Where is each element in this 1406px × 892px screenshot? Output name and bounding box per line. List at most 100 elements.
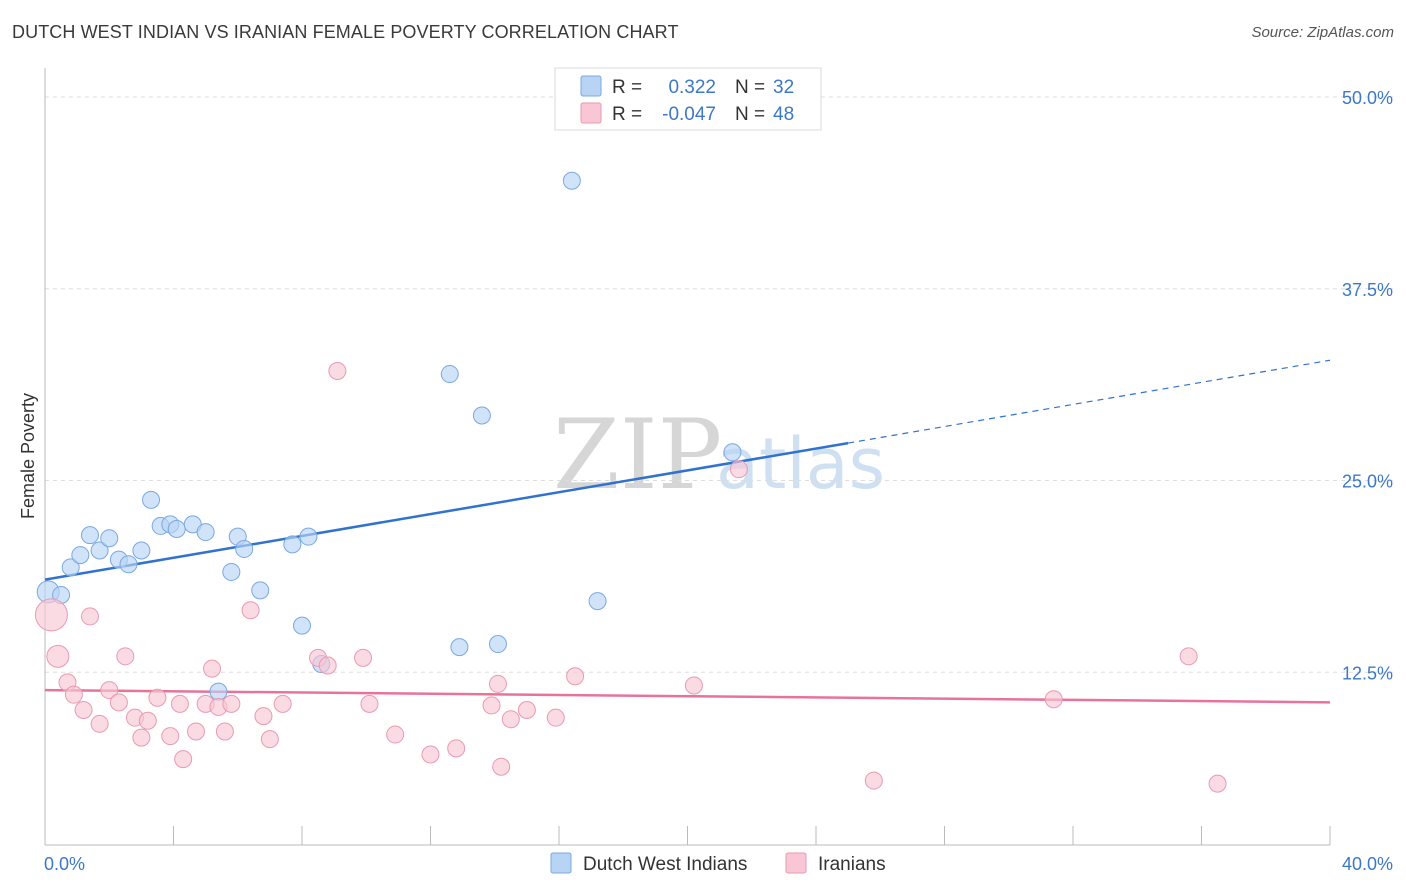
point-dutch-west-indians bbox=[562, 171, 581, 190]
bottom-legend-label: Dutch West Indians bbox=[583, 854, 747, 875]
point-iranians bbox=[46, 644, 70, 668]
point-iranians bbox=[318, 656, 337, 675]
legend-n-label: N = bbox=[735, 77, 765, 98]
point-iranians bbox=[148, 688, 167, 707]
trend-line-dutch-west-indians bbox=[44, 441, 849, 581]
point-iranians bbox=[517, 701, 536, 720]
point-iranians bbox=[1179, 647, 1198, 666]
point-dutch-west-indians bbox=[488, 635, 507, 654]
point-iranians bbox=[566, 667, 585, 686]
point-dutch-west-indians bbox=[90, 541, 109, 560]
watermark-zip: ZIP bbox=[553, 399, 722, 511]
trend-line-extension-dutch-west-indians bbox=[848, 359, 1331, 444]
point-iranians bbox=[64, 685, 83, 704]
legend: R = 0.322 N = 32 R = -0.047 N = 48 bbox=[554, 67, 822, 131]
legend-r-value: 0.322 bbox=[668, 77, 716, 98]
point-dutch-west-indians bbox=[142, 490, 161, 509]
legend-r-label: R = bbox=[612, 77, 642, 98]
point-dutch-west-indians bbox=[196, 523, 215, 542]
bottom-legend: Dutch West Indians Iranians bbox=[550, 852, 886, 875]
point-iranians bbox=[215, 722, 234, 741]
point-iranians bbox=[488, 674, 507, 693]
point-iranians bbox=[546, 708, 565, 727]
point-dutch-west-indians bbox=[293, 616, 311, 635]
point-iranians bbox=[203, 659, 222, 678]
bottom-legend-swatch-iranians bbox=[785, 852, 807, 874]
legend-r-label: R = bbox=[612, 104, 642, 125]
point-iranians bbox=[222, 694, 241, 713]
point-iranians bbox=[80, 607, 99, 626]
point-dutch-west-indians bbox=[588, 592, 607, 611]
point-iranians bbox=[116, 647, 135, 666]
x-tick-label-min: 0.0% bbox=[44, 854, 85, 874]
y-tick-labels: 12.5% 25.0% 37.5% 50.0% bbox=[1342, 88, 1393, 683]
point-iranians bbox=[170, 694, 189, 713]
point-iranians bbox=[354, 648, 373, 667]
y-axis-label: Female Poverty bbox=[18, 393, 38, 519]
point-iranians bbox=[864, 771, 883, 790]
trend-line-iranians bbox=[44, 688, 1331, 704]
legend-n-value: 32 bbox=[773, 77, 794, 98]
point-iranians bbox=[1208, 774, 1227, 793]
y-tick-label: 50.0% bbox=[1342, 88, 1393, 108]
point-iranians bbox=[360, 694, 379, 713]
legend-n-label: N = bbox=[735, 104, 765, 125]
point-iranians bbox=[90, 714, 109, 733]
chart-title: DUTCH WEST INDIAN VS IRANIAN FEMALE POVE… bbox=[12, 22, 679, 42]
point-iranians bbox=[161, 727, 180, 746]
point-dutch-west-indians bbox=[299, 527, 318, 546]
legend-swatch-dutch-west-indians bbox=[580, 75, 602, 97]
point-dutch-west-indians bbox=[71, 546, 90, 565]
point-dutch-west-indians bbox=[235, 539, 254, 558]
point-iranians bbox=[421, 745, 440, 764]
point-iranians bbox=[138, 711, 157, 730]
point-dutch-west-indians bbox=[283, 535, 302, 554]
legend-n-value: 48 bbox=[773, 104, 794, 125]
point-iranians bbox=[328, 361, 347, 380]
source-label: Source: ZipAtlas.com bbox=[1251, 24, 1394, 41]
bottom-legend-label: Iranians bbox=[818, 854, 886, 875]
y-tick-label: 12.5% bbox=[1342, 663, 1393, 683]
point-iranians bbox=[241, 601, 260, 620]
point-dutch-west-indians bbox=[723, 443, 742, 462]
point-iranians bbox=[109, 693, 128, 712]
data-points bbox=[34, 171, 1227, 793]
y-tick-label: 25.0% bbox=[1342, 472, 1393, 492]
point-iranians bbox=[132, 728, 151, 747]
point-iranians bbox=[260, 730, 279, 749]
point-dutch-west-indians bbox=[167, 519, 186, 538]
y-tick-label: 37.5% bbox=[1342, 280, 1393, 300]
x-tick-label-max: 40.0% bbox=[1342, 854, 1393, 874]
point-iranians bbox=[174, 750, 193, 769]
point-iranians bbox=[501, 710, 520, 729]
point-iranians bbox=[74, 701, 93, 720]
point-iranians bbox=[729, 460, 748, 479]
point-dutch-west-indians bbox=[100, 529, 119, 548]
point-iranians bbox=[1044, 690, 1063, 709]
point-iranians bbox=[482, 696, 501, 715]
point-dutch-west-indians bbox=[119, 555, 138, 574]
point-iranians bbox=[254, 707, 273, 726]
point-iranians bbox=[447, 739, 466, 758]
legend-r-value: -0.047 bbox=[662, 104, 716, 125]
point-iranians bbox=[386, 725, 405, 744]
point-iranians bbox=[273, 694, 292, 713]
axes bbox=[44, 68, 1331, 846]
legend-swatch-iranians bbox=[580, 102, 602, 124]
point-dutch-west-indians bbox=[61, 558, 80, 577]
point-dutch-west-indians bbox=[450, 638, 469, 657]
gridlines bbox=[45, 96, 1393, 673]
point-iranians bbox=[492, 757, 511, 776]
point-dutch-west-indians bbox=[80, 526, 99, 545]
bottom-legend-swatch-dutch-west-indians bbox=[550, 852, 572, 874]
point-dutch-west-indians bbox=[209, 682, 228, 701]
point-dutch-west-indians bbox=[222, 562, 241, 581]
point-dutch-west-indians bbox=[472, 406, 491, 425]
point-dutch-west-indians bbox=[132, 541, 151, 560]
point-iranians bbox=[186, 722, 205, 741]
point-iranians bbox=[684, 676, 703, 695]
trend-lines bbox=[44, 359, 1331, 704]
point-dutch-west-indians bbox=[251, 581, 270, 600]
point-dutch-west-indians bbox=[440, 365, 459, 384]
